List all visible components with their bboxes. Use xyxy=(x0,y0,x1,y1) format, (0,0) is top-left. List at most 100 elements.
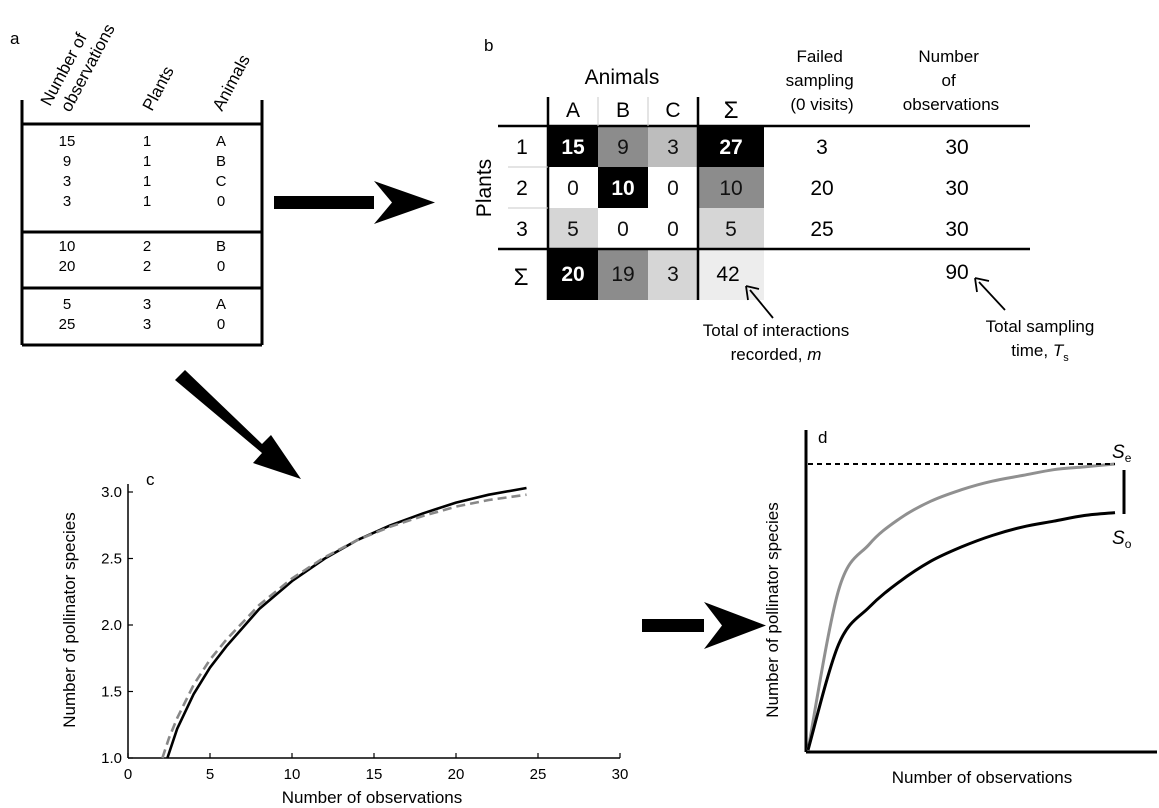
total-m-value: 42 xyxy=(716,263,739,286)
col-sum-value: 3 xyxy=(667,263,679,286)
table-cell: 1 xyxy=(143,153,151,170)
col-sum-value: 19 xyxy=(611,263,634,286)
note-ts-line1: Total sampling xyxy=(986,317,1095,336)
table-cell: 0 xyxy=(217,258,225,275)
d-y-axis-label: Number of pollinator species xyxy=(763,502,782,717)
panel-b: b Animals Plants A B C Σ Failed sampling… xyxy=(473,36,1094,364)
note-ts-var: T xyxy=(1053,341,1065,360)
arrow-a-to-b xyxy=(274,181,435,224)
matrix-cell-value: 5 xyxy=(567,218,579,241)
matrix-cell-value: 9 xyxy=(617,136,629,159)
failed-value: 25 xyxy=(810,218,833,241)
table-cell: 1 xyxy=(143,173,151,190)
y-tick-label: 1.0 xyxy=(101,750,122,767)
panel-a-frame xyxy=(20,100,264,347)
total-observations-value: 90 xyxy=(945,261,968,284)
note-ts-text: time, xyxy=(1011,341,1053,360)
row-label: 1 xyxy=(516,136,528,159)
matrix-cell-value: 5 xyxy=(725,218,737,241)
c-y-ticks: 1.0 1.5 2.0 2.5 3.0 xyxy=(101,484,133,767)
obs-header-line2: of xyxy=(942,71,956,90)
d-x-axis-label: Number of observations xyxy=(892,768,1072,787)
table-cell: 20 xyxy=(59,258,76,275)
header-plants: Plants xyxy=(139,63,178,114)
matrix-cell-value: 0 xyxy=(667,177,679,200)
matrix-cell-bg xyxy=(648,167,698,208)
table-cell: 10 xyxy=(59,238,76,255)
table-cell: A xyxy=(216,296,226,313)
annotation-total-ts: Total sampling time, Ts xyxy=(974,277,1095,364)
table-cell: 3 xyxy=(63,193,71,210)
c-x-ticks: 0 5 10 15 20 25 30 xyxy=(124,753,629,783)
total-m-bg xyxy=(698,249,764,300)
note-m-line1: Total of interactions xyxy=(703,321,849,340)
matrix-cell-bg xyxy=(648,126,698,167)
panel-a-label: a xyxy=(10,29,20,48)
table-cell: 15 xyxy=(59,133,76,150)
panel-d-label: d xyxy=(818,428,827,447)
row-label: 3 xyxy=(516,218,528,241)
table-cell: 2 xyxy=(143,258,151,275)
table-cell: 2 xyxy=(143,238,151,255)
table-cell: 0 xyxy=(217,316,225,333)
note-m-line2: recorded, m xyxy=(731,345,822,364)
table-cell: 3 xyxy=(143,296,151,313)
se-letter: S xyxy=(1112,442,1125,463)
matrix-cell-bg xyxy=(548,126,598,167)
so-letter: S xyxy=(1112,528,1125,549)
matrix-cell-bg xyxy=(598,167,648,208)
accumulation-curve xyxy=(806,511,1116,751)
x-tick-label: 5 xyxy=(206,766,214,783)
note-ts-sub: s xyxy=(1063,352,1069,364)
failed-header-line2: sampling xyxy=(786,71,854,90)
col-sum-value: 20 xyxy=(561,263,584,286)
observations-header: Number of observations xyxy=(903,47,999,114)
matrix-cell-bg xyxy=(598,208,648,249)
matrix-cell-bg xyxy=(648,208,698,249)
x-tick-label: 20 xyxy=(448,766,465,783)
matrix-cells: 15 9 3 27 3 30 0 10 0 10 20 30 5 0 0 5 25 30 20 19 3 42 90 xyxy=(548,126,969,300)
matrix-cell-bg xyxy=(698,208,764,249)
note-ts-line2: time, Ts xyxy=(1011,341,1069,364)
table-cell: 25 xyxy=(59,316,76,333)
table-cell: C xyxy=(216,173,227,190)
table-cell: 9 xyxy=(63,153,71,170)
failed-value: 3 xyxy=(816,136,828,159)
observations-value: 30 xyxy=(945,177,968,200)
plants-title: Plants xyxy=(473,159,496,217)
failed-header-line1: Failed xyxy=(796,47,842,66)
matrix-grid-lines xyxy=(498,97,1030,300)
row-header-sum: Σ xyxy=(514,264,529,291)
matrix-cell-bg xyxy=(698,167,764,208)
table-cell: B xyxy=(216,153,226,170)
y-tick-label: 3.0 xyxy=(101,484,122,501)
matrix-thin-lines xyxy=(508,97,649,209)
so-label: So xyxy=(1112,528,1132,551)
col-header-sum: Σ xyxy=(724,97,739,124)
col-sum-bg xyxy=(548,249,598,300)
header-animals: Animals xyxy=(209,52,254,114)
table-cell: A xyxy=(216,133,226,150)
note-m-text: recorded, xyxy=(731,345,808,364)
x-tick-label: 10 xyxy=(284,766,301,783)
matrix-cell-value: 3 xyxy=(667,136,679,159)
col-header-b: B xyxy=(616,99,630,122)
series-line-dashed xyxy=(161,493,527,759)
panel-c-label: c xyxy=(146,470,155,489)
annotation-total-m: Total of interactions recorded, m xyxy=(703,285,849,364)
matrix-cell-value: 0 xyxy=(567,177,579,200)
x-tick-label: 15 xyxy=(366,766,383,783)
x-tick-label: 30 xyxy=(612,766,629,783)
col-header-c: C xyxy=(665,99,680,122)
col-sum-bg xyxy=(598,249,648,300)
obs-header-line1: Number xyxy=(918,47,979,66)
matrix-cell-bg xyxy=(698,126,764,167)
d-series xyxy=(806,462,1116,751)
matrix-cell-bg xyxy=(548,167,598,208)
animals-title: Animals xyxy=(585,66,660,89)
panel-b-label: b xyxy=(484,36,493,55)
so-sub: o xyxy=(1125,537,1132,551)
x-tick-label: 0 xyxy=(124,766,132,783)
table-cell: 0 xyxy=(217,193,225,210)
col-header-a: A xyxy=(566,99,580,122)
